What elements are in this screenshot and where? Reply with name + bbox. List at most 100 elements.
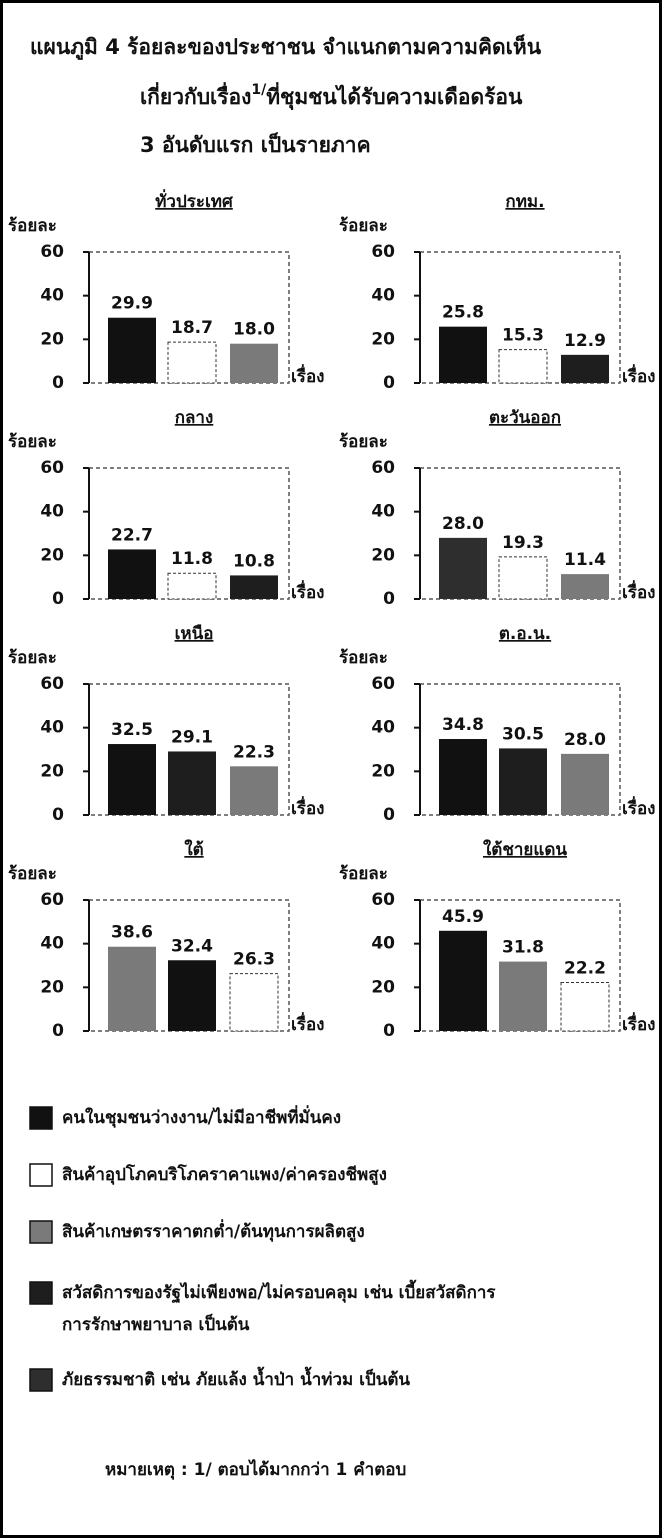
bar xyxy=(499,961,547,1031)
value-label: 38.6 xyxy=(111,923,153,943)
bar xyxy=(108,317,156,383)
value-label: 10.8 xyxy=(233,551,275,571)
y-axis-label: ร้อยละ xyxy=(8,864,57,884)
legend-swatch xyxy=(29,1106,53,1130)
chart-title: เหนือ xyxy=(175,623,214,644)
y-tick-label: 20 xyxy=(371,329,395,349)
bar xyxy=(229,973,279,1032)
value-label: 12.9 xyxy=(564,331,606,351)
chart-panel: เหนือร้อยละ 0 20 40 60 32.5 29.1 22.3 เรื่อง xyxy=(8,623,324,825)
bar xyxy=(498,349,548,384)
chart-title: ใต้ชายแดน xyxy=(483,839,567,860)
y-tick-label: 0 xyxy=(52,373,64,393)
bar xyxy=(561,574,609,599)
y-tick-label: 60 xyxy=(371,458,395,478)
y-tick-label: 60 xyxy=(371,242,395,262)
title-line: แผนภูมิ 4 ร้อยละของประชาชน จำแนกตามความค… xyxy=(30,33,542,61)
legend-label: สินค้าเกษตรราคาตกต่ำ/ต้นทุนการผลิตสูง xyxy=(62,1219,365,1243)
x-axis-label: เรื่อง xyxy=(622,1012,655,1035)
value-label: 18.0 xyxy=(233,320,275,340)
legend-swatch xyxy=(29,1220,53,1244)
title-line: เกี่ยวกับเรื่อง1/ที่ชุมชนได้รับความเดือด… xyxy=(140,81,523,111)
x-axis-label: เรื่อง xyxy=(622,580,655,603)
value-label: 22.7 xyxy=(111,525,153,545)
y-tick-label: 0 xyxy=(383,1021,395,1041)
y-tick-label: 60 xyxy=(40,242,64,262)
y-tick-label: 40 xyxy=(371,502,395,522)
y-tick-label: 0 xyxy=(383,589,395,609)
chart-title: กลาง xyxy=(175,408,214,428)
bar xyxy=(439,326,487,383)
title-part: ที่ชุมชนได้รับความเดือดร้อน xyxy=(266,81,523,111)
y-tick-label: 60 xyxy=(40,458,64,478)
value-label: 32.4 xyxy=(171,936,213,956)
value-label: 11.4 xyxy=(564,550,606,570)
value-label: 26.3 xyxy=(233,950,275,970)
chart-panel: กทม. ร้อยละ 0 20 40 60 25.8 15.3 12.9 เรื่อง xyxy=(339,192,655,393)
value-label: 28.0 xyxy=(442,514,484,534)
value-label: 45.9 xyxy=(442,907,484,927)
bar xyxy=(439,537,487,599)
y-tick-label: 20 xyxy=(40,761,64,781)
value-label: 31.8 xyxy=(502,938,544,958)
title-line: 3 อันดับแรก เป็นรายภาค xyxy=(140,131,371,157)
bar xyxy=(439,930,487,1031)
value-label: 28.0 xyxy=(564,730,606,750)
value-label: 15.3 xyxy=(502,326,544,346)
chart-title: ต.อ.น. xyxy=(499,624,551,644)
bar xyxy=(230,343,278,383)
chart-title: กทม. xyxy=(505,192,544,212)
bar xyxy=(230,766,278,815)
x-axis-label: เรื่อง xyxy=(291,796,324,819)
x-axis-label: เรื่อง xyxy=(291,364,324,387)
bar xyxy=(167,572,217,600)
chart-panel: ต.อ.น. ร้อยละ 0 20 40 60 34.8 30.5 28.0 เรื่อง xyxy=(339,624,655,825)
legend-label: ภัยธรรมชาติ เช่น ภัยแล้ง น้ำป่า น้ำท่วม … xyxy=(62,1366,410,1390)
y-tick-label: 20 xyxy=(40,977,64,997)
y-tick-label: 20 xyxy=(371,977,395,997)
y-tick-label: 20 xyxy=(371,545,395,565)
title-part: เกี่ยวกับเรื่อง xyxy=(140,81,251,109)
y-tick-label: 40 xyxy=(40,718,64,738)
y-tick-label: 40 xyxy=(40,286,64,306)
value-label: 30.5 xyxy=(502,724,544,744)
bar xyxy=(230,575,278,599)
legend-label: สินค้าอุปโภคบริโภคราคาแพง/ค่าครองชีพสูง xyxy=(62,1164,387,1186)
y-axis-label: ร้อยละ xyxy=(339,216,388,236)
y-axis-label: ร้อยละ xyxy=(8,432,57,452)
y-tick-label: 40 xyxy=(371,718,395,738)
value-label: 29.9 xyxy=(111,294,153,314)
bar xyxy=(561,753,609,815)
y-tick-label: 0 xyxy=(52,805,64,825)
y-tick-label: 40 xyxy=(371,934,395,954)
y-tick-label: 20 xyxy=(371,761,395,781)
y-tick-label: 40 xyxy=(40,934,64,954)
legend-label: คนในชุมชนว่างงาน/ไม่มีอาชีพที่มั่นคง xyxy=(62,1105,341,1128)
bar xyxy=(499,748,547,815)
y-tick-label: 0 xyxy=(383,805,395,825)
chart-title: ใต้ xyxy=(184,839,203,860)
x-axis-label: เรื่อง xyxy=(622,796,655,819)
x-axis-label: เรื่อง xyxy=(291,1012,324,1035)
value-label: 11.8 xyxy=(171,549,213,569)
legend-swatch xyxy=(29,1163,53,1187)
footnote: หมายเหตุ : 1/ ตอบได้มากกว่า 1 คำตอบ xyxy=(105,1459,406,1480)
bar xyxy=(498,556,548,600)
chart-panel: ใต้ร้อยละ 0 20 40 60 38.6 32.4 26.3 เรื่อง xyxy=(8,839,324,1041)
x-axis-label: เรื่อง xyxy=(622,364,655,387)
value-label: 22.2 xyxy=(564,959,606,979)
y-tick-label: 40 xyxy=(40,502,64,522)
chart-title: ทั่วประเทศ xyxy=(155,189,234,212)
y-tick-label: 60 xyxy=(371,890,395,910)
value-label: 32.5 xyxy=(111,720,153,740)
y-axis-label: ร้อยละ xyxy=(339,432,388,452)
title-sup: 1/ xyxy=(251,82,267,98)
bar xyxy=(168,751,216,815)
value-label: 22.3 xyxy=(233,742,275,762)
legend-swatch xyxy=(29,1368,53,1392)
